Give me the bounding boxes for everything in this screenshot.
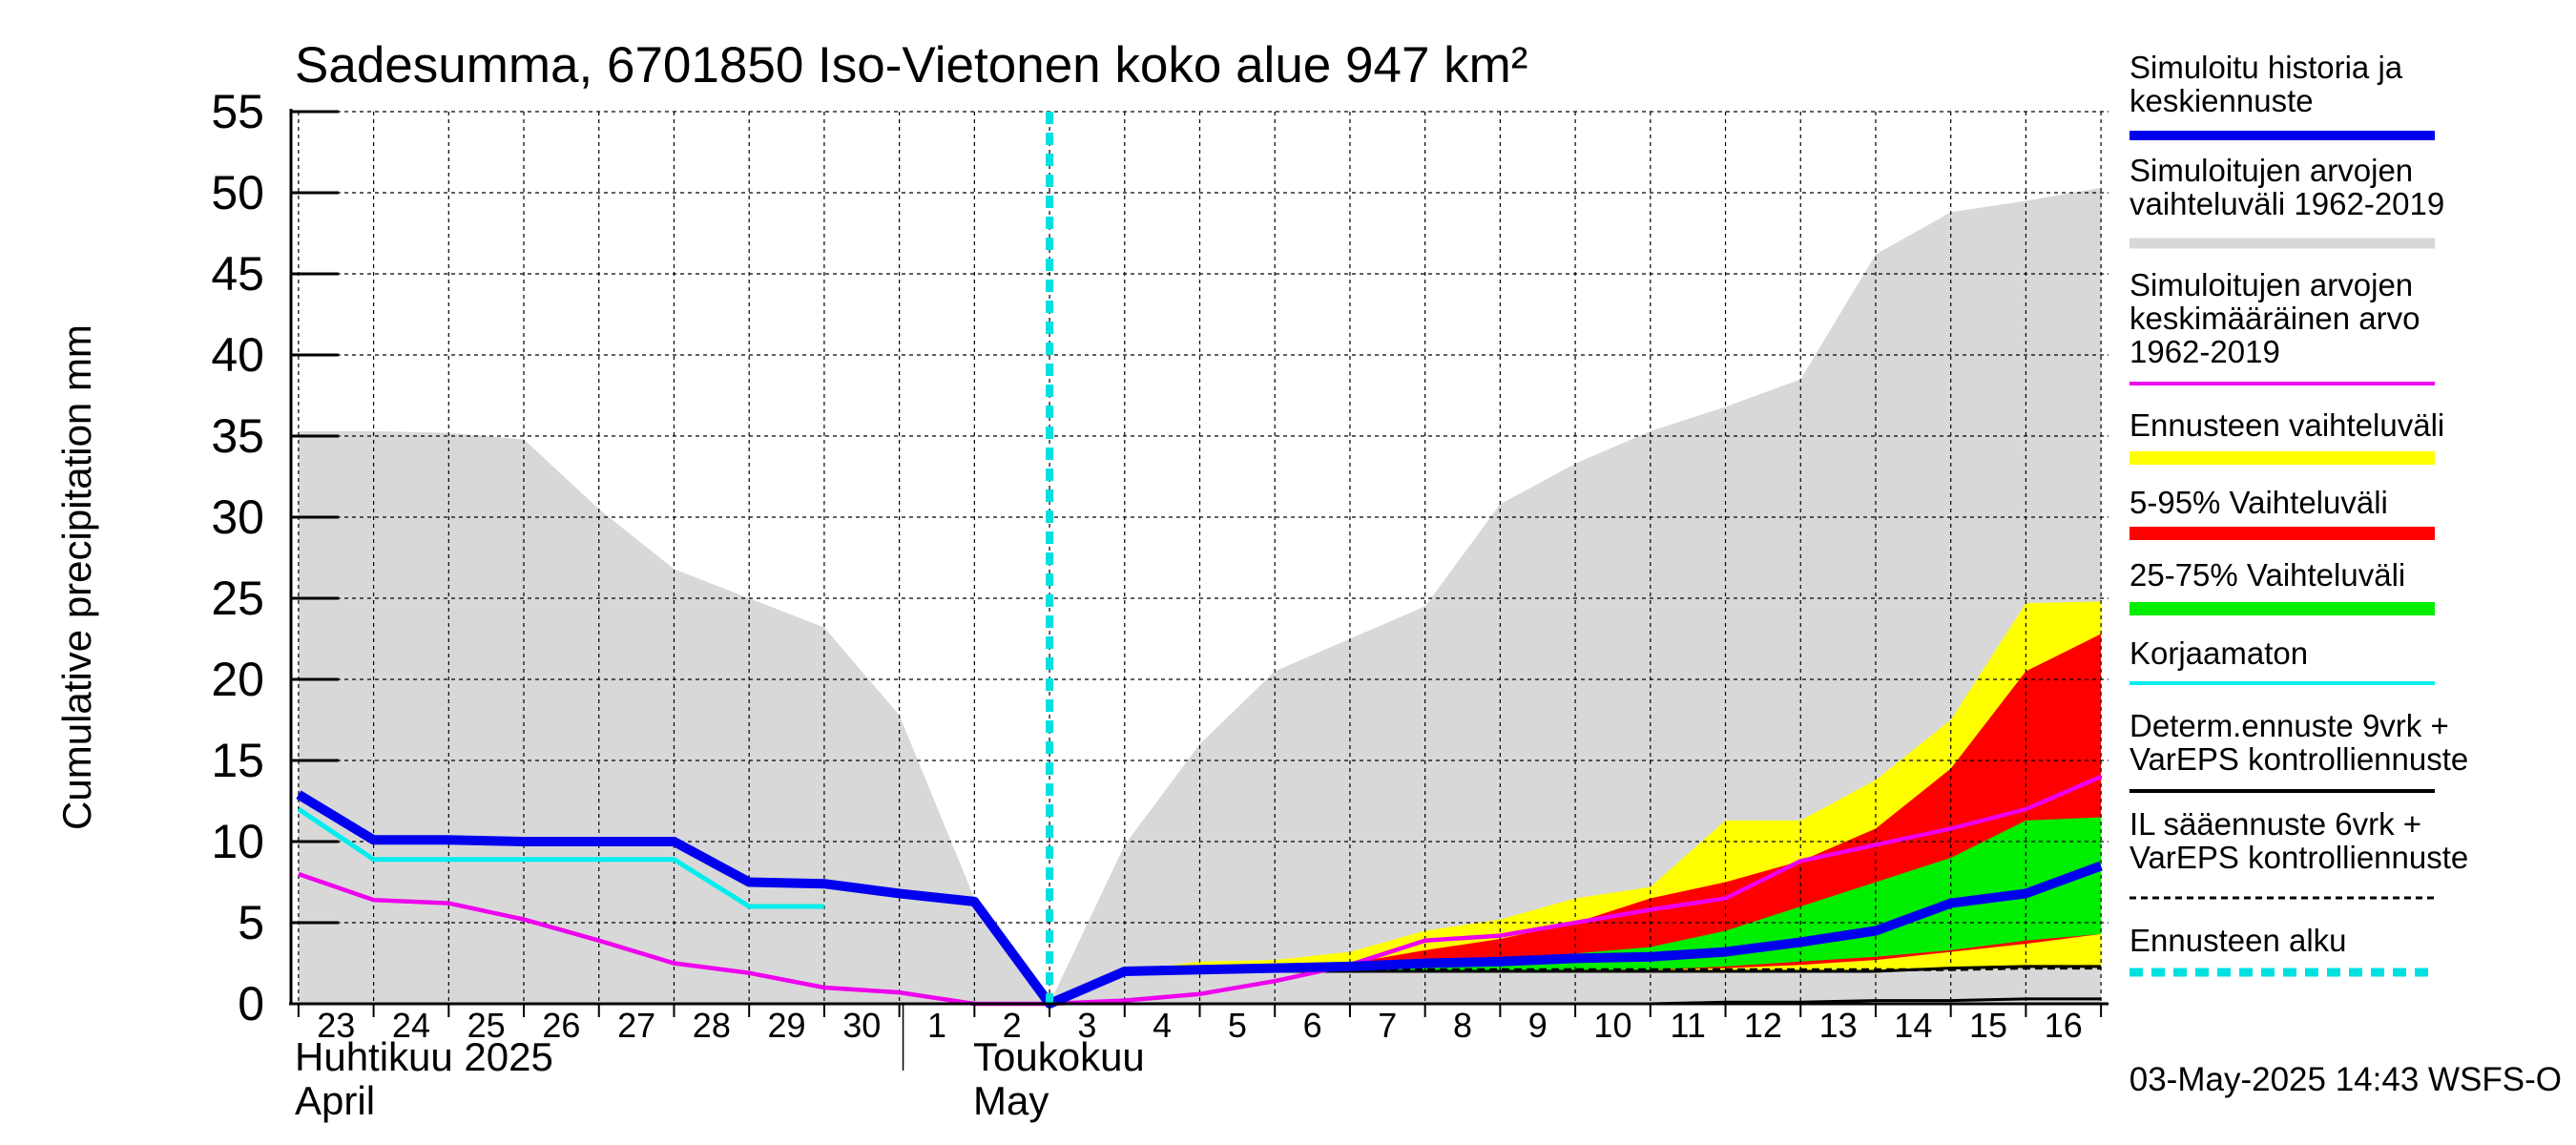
y-tick-label: 30	[211, 490, 264, 544]
x-tick-label: 25	[467, 1006, 506, 1045]
x-tick-label: 28	[693, 1006, 731, 1045]
y-tick-label: 0	[238, 977, 264, 1030]
x-tick-label: 6	[1303, 1006, 1322, 1045]
bottom-thin-line	[1650, 997, 2102, 1006]
x-tick-label: 11	[1670, 1006, 1705, 1045]
month-label-may-en: May	[973, 1078, 1049, 1123]
x-tick-label: 24	[392, 1006, 430, 1045]
x-tick-label: 8	[1453, 1006, 1472, 1045]
legend-label: vaihteluväli 1962-2019	[2129, 186, 2444, 221]
chart-title: Sadesumma, 6701850 Iso-Vietonen koko alu…	[295, 37, 1527, 94]
legend-label: 25-75% Vaihteluväli	[2129, 557, 2405, 593]
x-tick-label: 27	[617, 1006, 655, 1045]
x-tick-label: 7	[1378, 1006, 1397, 1045]
x-tick-label: 26	[542, 1006, 580, 1045]
legend-label: Simuloitujen arvojen	[2129, 267, 2413, 302]
month-label-april-en: April	[295, 1078, 375, 1123]
timestamp: 03-May-2025 14:43 WSFS-O	[2129, 1061, 2562, 1098]
x-tick-label: 29	[768, 1006, 806, 1045]
x-tick-label: 12	[1744, 1006, 1782, 1045]
y-tick-label: 40	[211, 328, 264, 382]
y-tick-label: 20	[211, 653, 264, 706]
x-tick-label: 1	[927, 1006, 946, 1045]
month-label-april-fi: Huhtikuu 2025	[295, 1034, 553, 1079]
legend-label: VarEPS kontrolliennuste	[2129, 840, 2468, 875]
y-tick-label: 10	[211, 815, 264, 868]
legend-label: Simuloitujen arvojen	[2129, 153, 2413, 188]
x-tick-label: 3	[1077, 1006, 1096, 1045]
x-tick-label: 5	[1228, 1006, 1247, 1045]
chart-lines	[296, 112, 2103, 1009]
legend-label: IL sääennuste 6vrk +	[2129, 806, 2421, 842]
legend-label: 5-95% Vaihteluväli	[2129, 485, 2388, 520]
legend-label: Ennusteen vaihteluväli	[2129, 407, 2444, 443]
y-axis-label: Cumulative precipitation mm	[54, 324, 99, 830]
y-tick-label: 25	[211, 572, 264, 625]
y-tick-label: 5	[238, 896, 264, 949]
legend-label: keskimääräinen arvo	[2129, 301, 2420, 336]
y-tick-label: 35	[211, 409, 264, 463]
legend-label: Simuloitu historia ja	[2129, 50, 2403, 85]
month-label-may-fi: Toukokuu	[973, 1034, 1145, 1079]
x-tick-label: 23	[317, 1006, 355, 1045]
uncorrected-line	[297, 806, 824, 909]
legend-label: Korjaamaton	[2129, 635, 2308, 671]
x-tick-label: 16	[2045, 1006, 2083, 1045]
legend-label: VarEPS kontrolliennuste	[2129, 741, 2468, 777]
x-tick-label: 9	[1528, 1006, 1548, 1045]
y-tick-label: 45	[211, 247, 264, 301]
y-tick-label: 50	[211, 166, 264, 219]
legend-label: 1962-2019	[2129, 334, 2280, 369]
mean-line	[298, 774, 2102, 1007]
x-tick-label: 4	[1153, 1006, 1172, 1045]
simulated-line	[296, 790, 2103, 1009]
x-tick-label: 2	[1003, 1006, 1022, 1045]
y-tick-label: 55	[211, 85, 264, 138]
x-tick-label: 13	[1819, 1006, 1858, 1045]
legend-label: Determ.ennuste 9vrk +	[2129, 708, 2449, 743]
x-tick-label: 10	[1593, 1006, 1631, 1045]
legend-label: Ennusteen alku	[2129, 923, 2347, 958]
x-tick-label: 15	[1969, 1006, 2007, 1045]
x-tick-label: 14	[1894, 1006, 1932, 1045]
y-tick-label: 15	[211, 734, 264, 787]
p25-75-area	[1049, 817, 2102, 1004]
x-tick-label: 30	[842, 1006, 881, 1045]
legend-label: keskiennuste	[2129, 83, 2314, 118]
